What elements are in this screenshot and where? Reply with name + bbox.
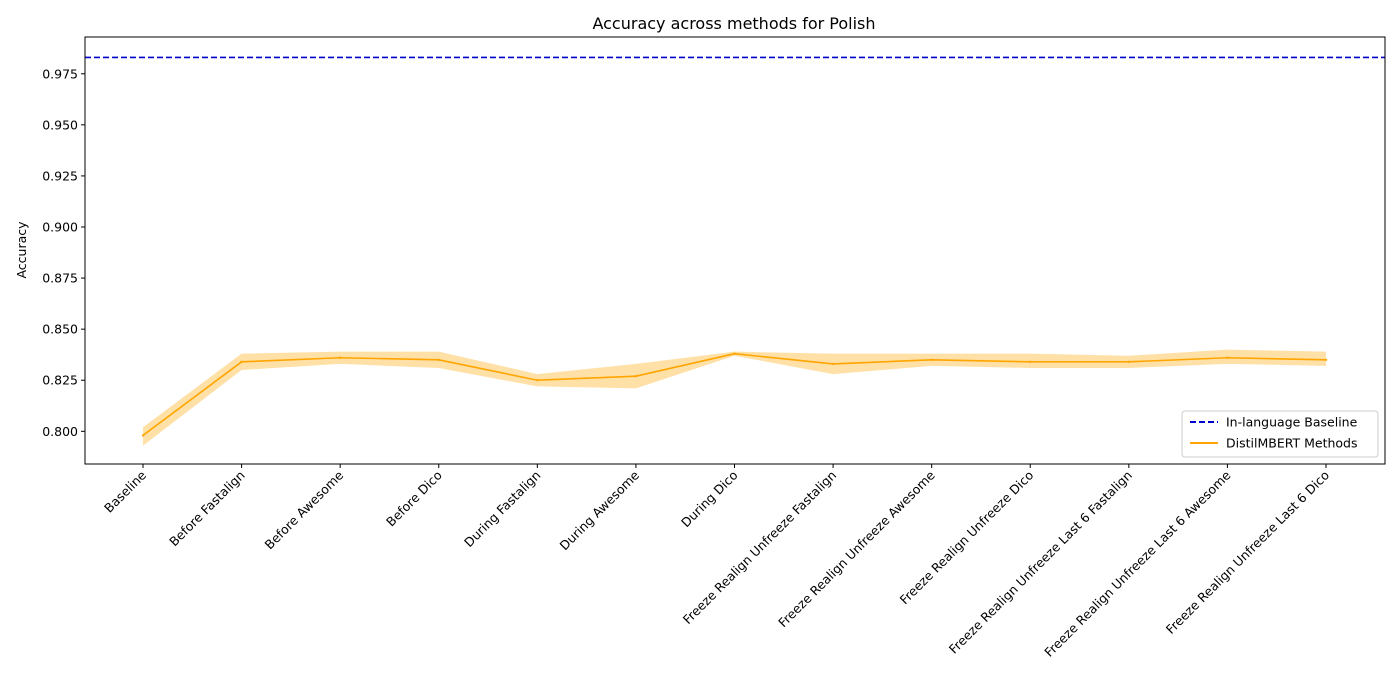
methods-point — [338, 356, 342, 359]
chart-title: Accuracy across methods for Polish — [592, 14, 875, 33]
y-tick-label: 0.900 — [42, 220, 78, 235]
methods-point — [1029, 360, 1032, 364]
x-tick-label: Freeze Realign Unfreeze Last 6 Dico — [1163, 468, 1332, 637]
legend-box — [1181, 410, 1379, 458]
x-tick-label: Before Fastalign — [166, 468, 248, 550]
x-tick-label: Before Awesome — [262, 467, 347, 552]
legend-label-baseline: In-language Baseline — [1226, 415, 1358, 430]
methods-point — [733, 352, 736, 355]
x-tick-label: Freeze Realign Unfreeze Awesome — [775, 467, 938, 630]
methods-point — [536, 379, 539, 382]
methods-point — [1324, 358, 1328, 362]
x-tick-label: Baseline — [101, 467, 149, 515]
x-tick-label: Freeze Realign Unfreeze Last 6 Awesome — [1041, 467, 1233, 659]
confidence-band — [143, 349, 1326, 446]
y-tick-label: 0.875 — [42, 271, 78, 286]
x-tick-label: During Fastalign — [461, 468, 543, 550]
methods-point — [1127, 360, 1131, 364]
y-axis-label: Accuracy — [14, 221, 29, 279]
y-tick-label: 0.950 — [42, 117, 78, 132]
y-tick-label: 0.850 — [42, 322, 78, 337]
x-tick-label: Freeze Realign Unfreeze Last 6 Fastalign — [946, 468, 1135, 657]
methods-point — [240, 360, 243, 364]
plot-area: 0.800 0.825 0.850 0.875 0.900 0.925 0.950 0.975… — [42, 36, 1386, 660]
x-tick-label: During Dico — [678, 468, 741, 531]
methods-point — [1226, 356, 1229, 359]
y-tick-label: 0.800 — [42, 424, 78, 439]
methods-point — [141, 434, 145, 437]
methods-point — [437, 358, 440, 362]
x-tick-label: Freeze Realign Unfreeze Fastalign — [680, 468, 839, 627]
plot-frame — [84, 36, 1386, 465]
x-tick-label: During Awesome — [556, 467, 642, 553]
x-tick-label: Before Dico — [383, 468, 445, 530]
y-tick-label: 0.975 — [42, 66, 78, 81]
methods-point — [930, 358, 933, 362]
methods-point — [831, 362, 835, 366]
legend-label-methods: DistilMBERT Methods — [1226, 436, 1358, 451]
y-tick-label: 0.925 — [42, 168, 78, 183]
y-tick-label: 0.825 — [42, 373, 78, 388]
methods-point — [634, 374, 638, 378]
chart-legend: In-language Baseline DistilMBERT Methods — [1181, 410, 1379, 458]
